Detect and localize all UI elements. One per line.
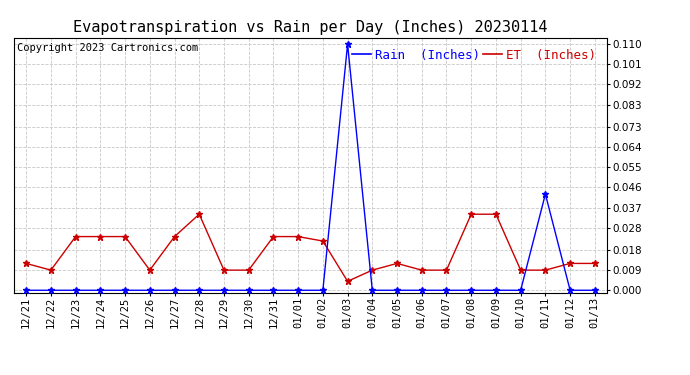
Title: Evapotranspiration vs Rain per Day (Inches) 20230114: Evapotranspiration vs Rain per Day (Inch… [73, 20, 548, 35]
Text: Copyright 2023 Cartronics.com: Copyright 2023 Cartronics.com [17, 43, 198, 52]
Legend: Rain  (Inches), ET  (Inches): Rain (Inches), ET (Inches) [347, 44, 601, 67]
